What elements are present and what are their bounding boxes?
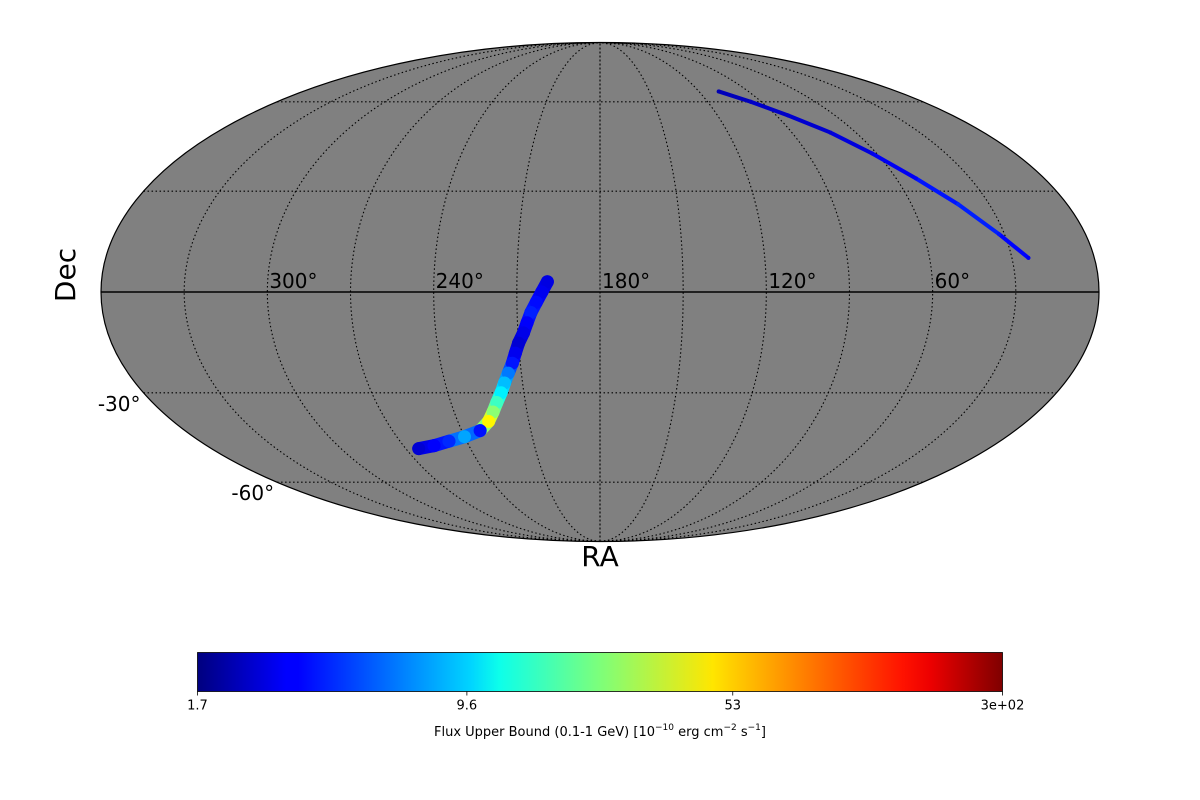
flux-pixel [505,356,519,370]
dec-tick-label: -30° [98,392,141,416]
x-axis-title: RA [581,540,618,573]
region-southern-arc [412,275,554,456]
flux-pixel [458,430,471,444]
colorbar: 1.7 9.6 53 3e+02 Flux Upper Bound (0.1-1 Ge… [187,652,1025,740]
flux-pixel [748,99,753,104]
axis-tick-labels: 300° 240° 180° 120° 60° -30° -60° [98,269,970,505]
flux-segment [956,202,1002,237]
flux-pixel [473,424,487,438]
flux-pixel [442,434,456,448]
flux-segment [716,89,753,104]
flux-segment [828,130,874,156]
colorbar-title-exp2: −2 [723,723,736,733]
ra-tick-label: 240° [436,269,484,293]
meridian-line [599,42,934,542]
colorbar-tick-label: 3e+02 [981,699,1025,714]
flux-pixel [716,89,721,94]
flux-pixel [427,439,441,453]
ra-tick-label: 300° [269,269,317,293]
flux-pixel [785,113,790,118]
colorbar-title-exp3: −1 [748,723,761,733]
colorbar-tick-label: 1.7 [187,699,208,714]
colorbar-title: Flux Upper Bound (0.1-1 GeV) [10−10 erg … [434,723,766,740]
colorbar-tick-label: 9.6 [457,699,478,714]
colorbar-title-main: Flux Upper Bound (0.1-1 GeV) [10 [434,725,655,740]
flux-segment [997,232,1031,260]
colorbar-title-mid1: erg cm [674,725,723,740]
flux-pixel [956,202,961,207]
colorbar-title-end: ] [761,725,766,740]
flux-pixel [520,316,534,330]
flux-pixel [524,306,538,320]
flux-pixel [512,336,526,350]
ra-tick-label: 120° [768,269,816,293]
colorbar-title-exp1: −10 [655,723,674,733]
flux-pixel [516,326,530,340]
flux-segment [785,113,833,135]
colorbar-gradient [197,652,1003,692]
flux-pixel [535,285,549,299]
meridian-line [599,42,767,542]
flux-pixel [482,414,496,428]
flux-pixel [828,130,833,135]
flux-pixel [1026,255,1031,260]
colorbar-tick-label: 53 [724,699,741,714]
flux-pixel [498,376,511,390]
ra-tick-label: 60° [935,269,970,293]
map-border [100,41,1100,543]
flux-pixel [508,346,522,360]
flux-pixel [501,366,515,380]
flux-pixel [529,295,543,309]
flux-segment [748,99,790,118]
region-northern-arc [716,89,1031,260]
flux-segment [869,151,918,181]
colorbar-ticks: 1.7 9.6 53 3e+02 [187,691,1025,714]
flux-pixel [412,442,426,456]
flux-regions [412,89,1031,456]
colorbar-title-mid2: s [737,725,748,740]
dec-tick-label: -60° [231,481,274,505]
graticule [101,42,1099,542]
flux-segment [913,176,961,207]
y-axis-title: Dec [49,248,82,302]
meridian-line [266,42,601,542]
meridian-line [433,42,601,542]
flux-pixel [869,151,874,156]
flux-pixel [913,176,918,181]
ra-tick-label: 180° [602,269,650,293]
flux-pixel [997,232,1002,237]
flux-pixel [540,275,554,289]
